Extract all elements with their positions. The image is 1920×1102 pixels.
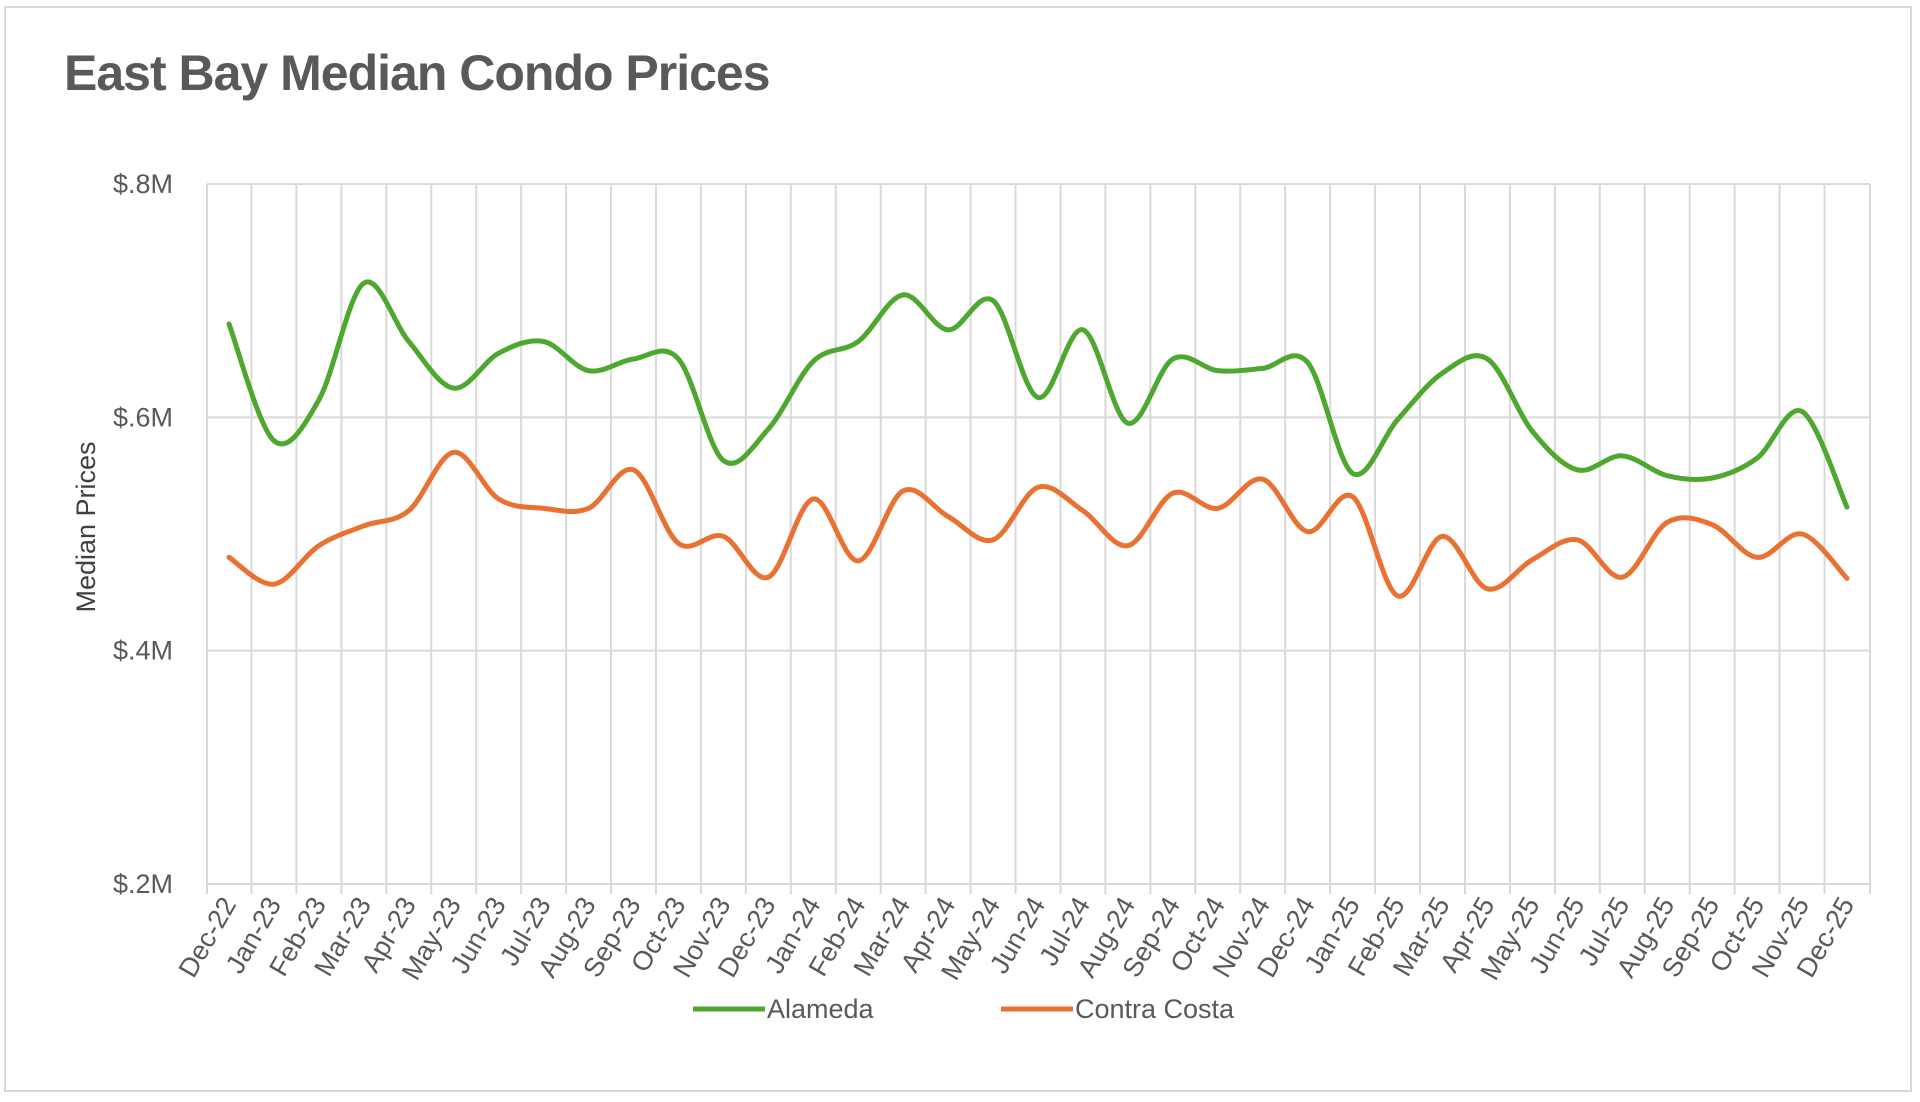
chart-title: East Bay Median Condo Prices <box>64 45 771 101</box>
gridlines <box>206 183 1871 894</box>
y-axis-ticks: $.2M $.4M $.6M $.8M <box>113 169 173 899</box>
series-lines <box>226 279 1850 599</box>
legend: Alameda Contra Costa <box>693 994 1235 1024</box>
y-tick-label: $.2M <box>113 869 173 899</box>
chart-frame: East Bay Median Condo Prices <box>4 6 1912 1092</box>
series-line-alameda <box>226 279 1850 510</box>
y-tick-label: $.4M <box>113 636 173 666</box>
legend-label: Contra Costa <box>1075 994 1235 1024</box>
y-axis-label: Median Prices <box>71 441 101 612</box>
y-tick-label: $.6M <box>113 402 173 432</box>
series-line-contra-costa <box>226 449 1850 599</box>
y-tick-label: $.8M <box>113 169 173 199</box>
x-axis-ticks: Dec-22Jan-23Feb-23Mar-23Apr-23May-23Jun-… <box>173 892 1861 985</box>
legend-label: Alameda <box>767 994 875 1024</box>
